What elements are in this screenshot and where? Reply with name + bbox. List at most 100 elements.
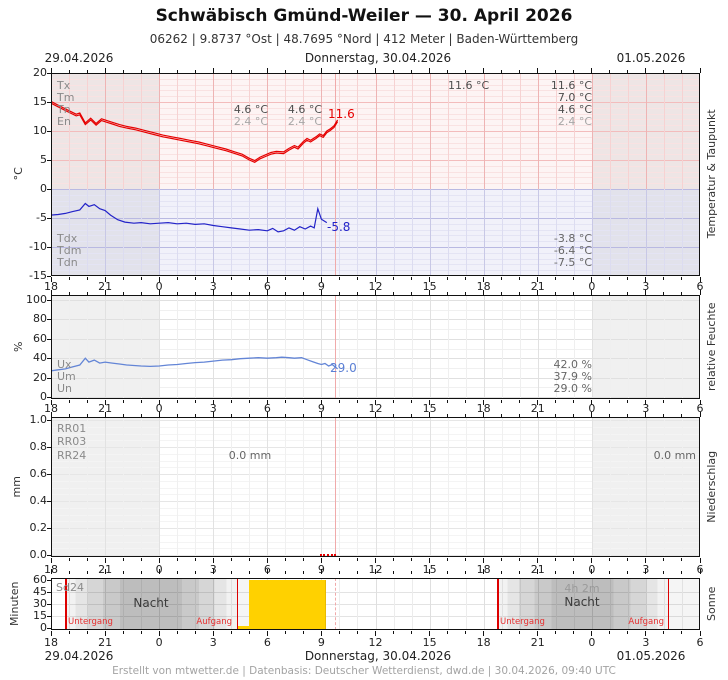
x-tick-label: 12 (368, 563, 383, 576)
x-tick (627, 558, 629, 561)
x-tick (176, 400, 178, 403)
gridline (483, 296, 485, 398)
gridline (141, 579, 143, 629)
gridline (231, 418, 233, 556)
legend-rr24: RR24 (57, 449, 87, 462)
gridline (267, 418, 269, 556)
x-tick (537, 277, 539, 282)
gridline (411, 418, 413, 556)
legend-rr01: RR01 (57, 422, 87, 435)
gridline (663, 74, 665, 189)
x-tick (140, 400, 142, 403)
x-tick-label: 21 (98, 402, 113, 415)
x-tick (122, 571, 124, 574)
gridline (339, 296, 341, 398)
gridline (681, 189, 683, 275)
gridline (267, 296, 269, 398)
gridline (357, 74, 359, 189)
x-tick (104, 569, 106, 574)
x-tick (248, 277, 250, 280)
x-tick-label: 0 (155, 402, 163, 415)
x-tick (212, 631, 214, 636)
current-time-cursor (334, 579, 337, 629)
x-tick-label: 3 (642, 280, 650, 293)
gridline (501, 418, 503, 556)
gridline (267, 74, 269, 189)
gridline (321, 74, 323, 189)
gridline (393, 418, 395, 556)
sunshine-bar (285, 580, 305, 629)
x-tick (50, 631, 52, 636)
y-tick-label: -5 (36, 211, 47, 224)
x-tick (356, 400, 358, 403)
tm-value-right: 7.0 °C (557, 91, 592, 104)
gridline (141, 189, 143, 275)
gridline (159, 296, 161, 398)
x-tick-label: 0 (588, 636, 596, 649)
x-tick (681, 571, 683, 574)
sunshine-bar (249, 580, 269, 629)
x-tick (645, 631, 647, 636)
x-tick (555, 400, 557, 403)
x-tick-label: 3 (642, 402, 650, 415)
ylabel-humidity: % (12, 341, 26, 353)
x-tick (609, 631, 611, 634)
x-tick (284, 571, 286, 574)
x-tick-label: 0 (155, 280, 163, 293)
x-tick (501, 631, 503, 634)
gridline (159, 418, 161, 556)
x-tick (212, 277, 214, 282)
x-tick (591, 569, 593, 574)
gridline (195, 74, 197, 189)
x-tick (411, 571, 413, 574)
temperature-line (52, 103, 339, 163)
gridline (537, 296, 539, 398)
gridline (177, 189, 179, 275)
x-tick (699, 569, 701, 574)
x-tick (158, 400, 160, 405)
tn-value-col1: 4.6 °C (233, 103, 268, 116)
gridline (645, 579, 647, 629)
sunset-label-1: Untergang (68, 617, 113, 627)
night-label-2: Nacht (564, 595, 600, 609)
gridline (141, 418, 143, 556)
gridline (537, 74, 539, 189)
gridline (591, 74, 593, 189)
y-tick-label: 0.8 (29, 440, 48, 453)
sunset-line (65, 579, 67, 629)
gridline (555, 74, 557, 189)
x-tick-label: 18 (44, 636, 58, 649)
gridline (429, 579, 431, 629)
tdm-value-right: -6.4 °C (553, 244, 592, 257)
gridline (555, 189, 557, 275)
gridline (87, 74, 89, 189)
gridline (375, 189, 377, 275)
gridline (357, 189, 359, 275)
gridline (465, 189, 467, 275)
x-tick (86, 571, 88, 574)
x-tick (122, 631, 124, 634)
ylabel-temperature: °C (12, 167, 26, 181)
y-tick-label: 0 (40, 390, 47, 403)
gridline (177, 579, 179, 629)
gridline (483, 418, 485, 556)
gridline (465, 418, 467, 556)
x-tick (248, 631, 250, 634)
gridline (213, 418, 215, 556)
x-tick (302, 277, 304, 280)
gridline (429, 189, 431, 275)
sunset-label-2: Untergang (500, 617, 545, 627)
gridline (267, 189, 269, 275)
gridline (249, 74, 251, 189)
x-tick-label: 12 (368, 280, 383, 293)
x-tick (194, 400, 196, 403)
gridline (231, 74, 233, 189)
relative-humidity-panel (51, 295, 700, 399)
gridline (519, 418, 521, 556)
gridline (447, 296, 449, 398)
gridline (195, 296, 197, 398)
x-tick-label: 21 (530, 280, 545, 293)
x-tick (104, 631, 106, 636)
right-label-temperature: Temperatur & Taupunkt (705, 109, 719, 239)
